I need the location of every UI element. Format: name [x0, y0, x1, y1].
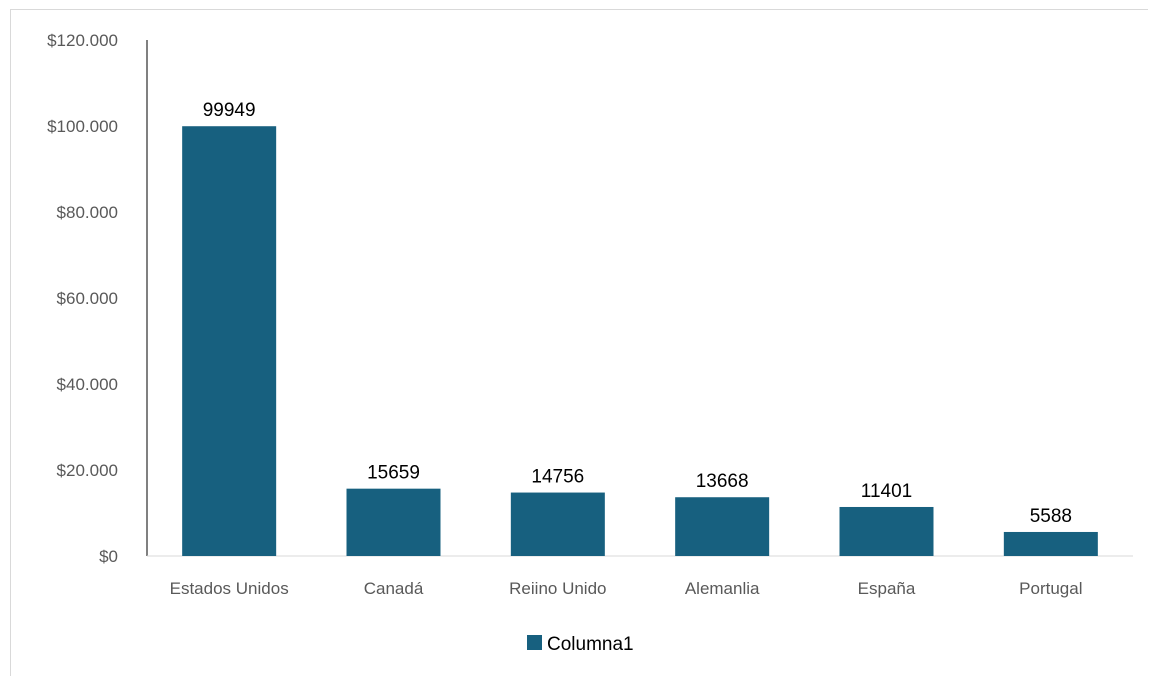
- x-tick-label: Alemanlia: [685, 579, 760, 598]
- bar: [510, 492, 605, 556]
- y-tick-label: $20.000: [57, 461, 118, 480]
- legend-label: Columna1: [547, 634, 634, 655]
- data-label: 13668: [696, 471, 749, 492]
- legend: Columna1: [527, 634, 634, 655]
- data-label: 11401: [861, 481, 912, 502]
- y-tick-label: $0: [99, 547, 118, 566]
- y-tick-label: $60.000: [57, 289, 118, 308]
- y-tick-label: $80.000: [57, 203, 118, 222]
- y-tick-label: $100.000: [47, 117, 118, 136]
- x-tick-label: Portugal: [1019, 579, 1082, 598]
- y-tick-label: $40.000: [57, 375, 118, 394]
- x-tick-label: Reiino Unido: [509, 579, 606, 598]
- data-label: 99949: [203, 100, 256, 121]
- x-tick-label: Canadá: [364, 579, 424, 598]
- bars-group: [182, 126, 1098, 556]
- data-label: 15659: [367, 463, 420, 484]
- x-tick-labels: Estados Unidos Canadá Reiino Unido Alemanli…: [170, 579, 1083, 598]
- bar: [182, 126, 277, 556]
- x-tick-label: Estados Unidos: [170, 579, 289, 598]
- x-tick-label: España: [858, 579, 916, 598]
- bar: [675, 497, 770, 556]
- bar: [346, 488, 441, 556]
- bar: [1003, 531, 1098, 556]
- data-labels: 99949 15659 14756 13668 11401 5588: [203, 100, 1072, 527]
- bar: [839, 506, 934, 556]
- chart-frame: [10, 9, 1148, 676]
- data-label: 5588: [1030, 506, 1072, 527]
- y-tick-labels: $0 $20.000 $40.000 $60.000 $80.000 $100.000 $1…: [47, 31, 118, 566]
- legend-swatch: [527, 635, 542, 650]
- data-label: 14756: [531, 467, 584, 488]
- y-tick-label: $120.000: [47, 31, 118, 50]
